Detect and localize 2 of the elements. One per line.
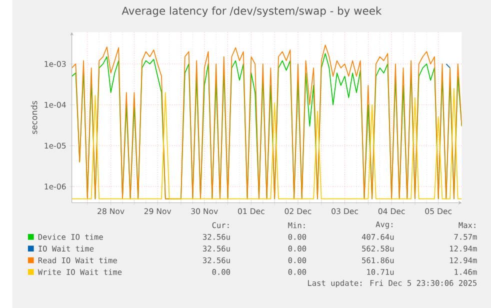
y-axis-title: seconds (30, 100, 38, 134)
chart-title: Average latency for /dev/system/swap - by week (122, 6, 382, 17)
